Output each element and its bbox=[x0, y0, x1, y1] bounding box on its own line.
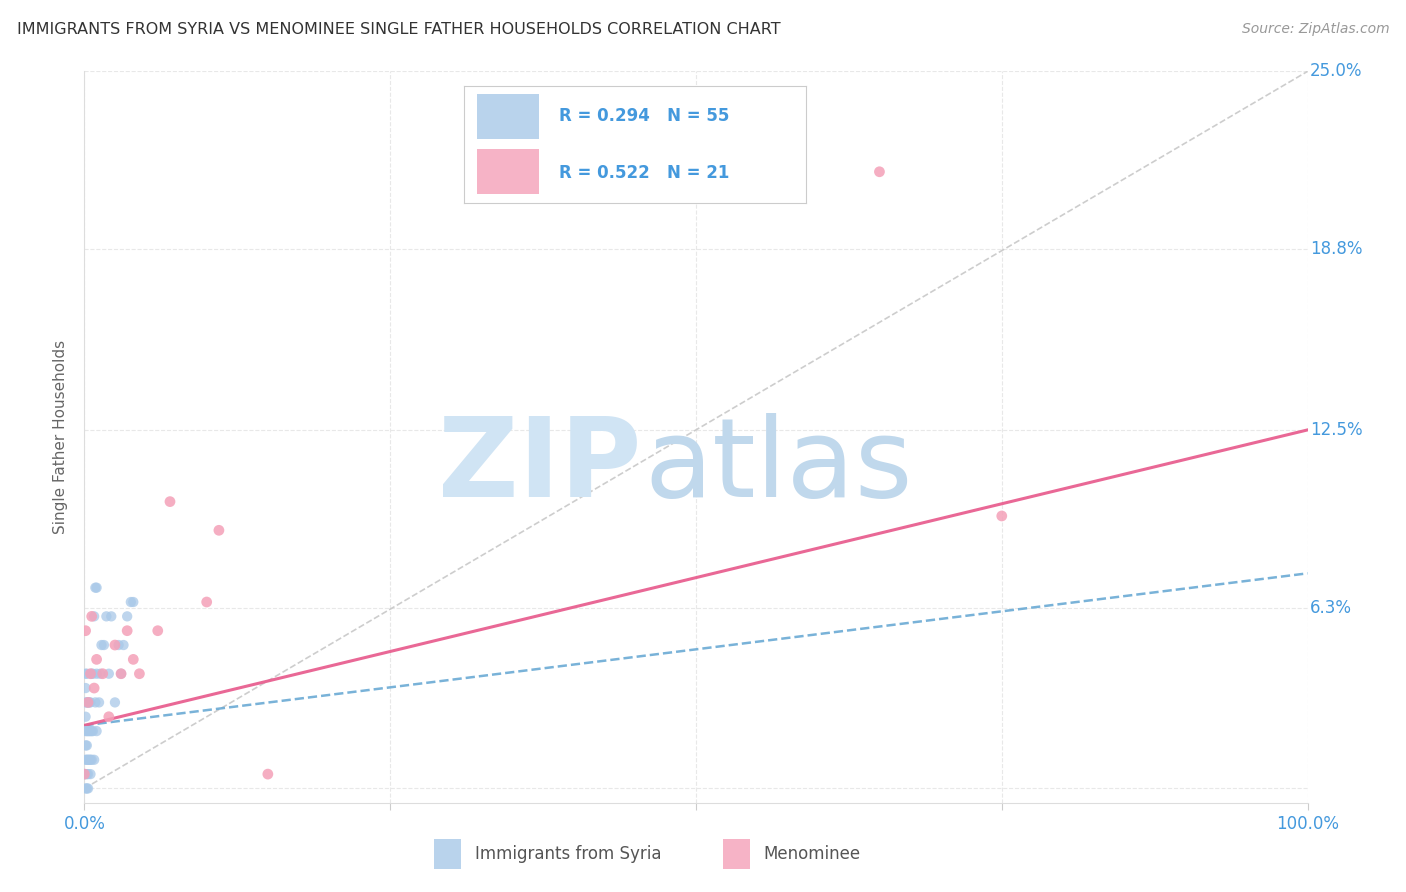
Point bbox=[77, 724, 100, 739]
Point bbox=[97, 710, 120, 724]
Point bbox=[76, 767, 98, 781]
Text: 25.0%: 25.0% bbox=[1310, 62, 1362, 80]
Point bbox=[73, 767, 96, 781]
Text: 18.8%: 18.8% bbox=[1310, 240, 1362, 258]
Point bbox=[75, 781, 97, 796]
Point bbox=[75, 767, 97, 781]
Point bbox=[104, 638, 127, 652]
Point bbox=[76, 724, 98, 739]
Point bbox=[128, 666, 150, 681]
Point bbox=[84, 695, 107, 709]
Point bbox=[77, 767, 100, 781]
Point bbox=[91, 666, 114, 681]
Point bbox=[75, 724, 97, 739]
Point bbox=[86, 666, 108, 681]
Point bbox=[77, 781, 100, 796]
Point bbox=[79, 695, 101, 709]
Point bbox=[79, 666, 101, 681]
Point bbox=[83, 681, 105, 695]
Point bbox=[75, 695, 97, 709]
Point bbox=[77, 753, 100, 767]
Point bbox=[76, 739, 98, 753]
Point bbox=[76, 753, 98, 767]
Text: ZIP: ZIP bbox=[437, 413, 641, 520]
Point bbox=[84, 581, 107, 595]
Point bbox=[76, 666, 98, 681]
Point bbox=[115, 609, 138, 624]
Point bbox=[97, 666, 120, 681]
Point bbox=[86, 724, 108, 739]
Point bbox=[79, 767, 101, 781]
Point bbox=[75, 710, 97, 724]
Text: atlas: atlas bbox=[644, 413, 912, 520]
Point bbox=[75, 753, 97, 767]
Point bbox=[120, 595, 142, 609]
Point bbox=[110, 666, 132, 681]
Point bbox=[96, 609, 118, 624]
Point bbox=[110, 666, 132, 681]
Point bbox=[77, 753, 100, 767]
Y-axis label: Single Father Households: Single Father Households bbox=[53, 340, 69, 534]
Point bbox=[208, 524, 231, 538]
Point bbox=[80, 753, 103, 767]
Point bbox=[77, 695, 100, 709]
Point bbox=[76, 695, 98, 709]
Point bbox=[80, 724, 103, 739]
Point bbox=[195, 595, 218, 609]
Point bbox=[104, 695, 127, 709]
Point bbox=[146, 624, 169, 638]
Point bbox=[77, 724, 100, 739]
Point bbox=[122, 652, 145, 666]
Point bbox=[80, 666, 103, 681]
Point bbox=[122, 595, 145, 609]
Point bbox=[159, 494, 181, 508]
Text: 12.5%: 12.5% bbox=[1310, 421, 1362, 439]
Point bbox=[112, 638, 135, 652]
Text: 6.3%: 6.3% bbox=[1310, 599, 1353, 616]
Text: IMMIGRANTS FROM SYRIA VS MENOMINEE SINGLE FATHER HOUSEHOLDS CORRELATION CHART: IMMIGRANTS FROM SYRIA VS MENOMINEE SINGL… bbox=[17, 22, 780, 37]
Point bbox=[90, 638, 112, 652]
Point bbox=[86, 652, 108, 666]
Point bbox=[93, 638, 115, 652]
Point bbox=[82, 724, 104, 739]
Point bbox=[76, 781, 98, 796]
Point bbox=[83, 753, 105, 767]
Point bbox=[89, 666, 111, 681]
Point bbox=[79, 753, 101, 767]
Point bbox=[257, 767, 280, 781]
Point bbox=[82, 666, 104, 681]
Text: Source: ZipAtlas.com: Source: ZipAtlas.com bbox=[1241, 22, 1389, 37]
Point bbox=[75, 739, 97, 753]
Point bbox=[73, 767, 96, 781]
Point bbox=[79, 724, 101, 739]
Point bbox=[991, 508, 1014, 523]
Point bbox=[80, 609, 103, 624]
Point bbox=[77, 695, 100, 709]
Point bbox=[86, 581, 108, 595]
Point bbox=[83, 609, 105, 624]
Point bbox=[115, 624, 138, 638]
Point bbox=[87, 695, 110, 709]
Point bbox=[869, 165, 891, 179]
Point bbox=[75, 666, 97, 681]
Point bbox=[77, 695, 100, 709]
Point bbox=[100, 609, 122, 624]
Point bbox=[75, 681, 97, 695]
Point bbox=[75, 624, 97, 638]
Point bbox=[107, 638, 129, 652]
